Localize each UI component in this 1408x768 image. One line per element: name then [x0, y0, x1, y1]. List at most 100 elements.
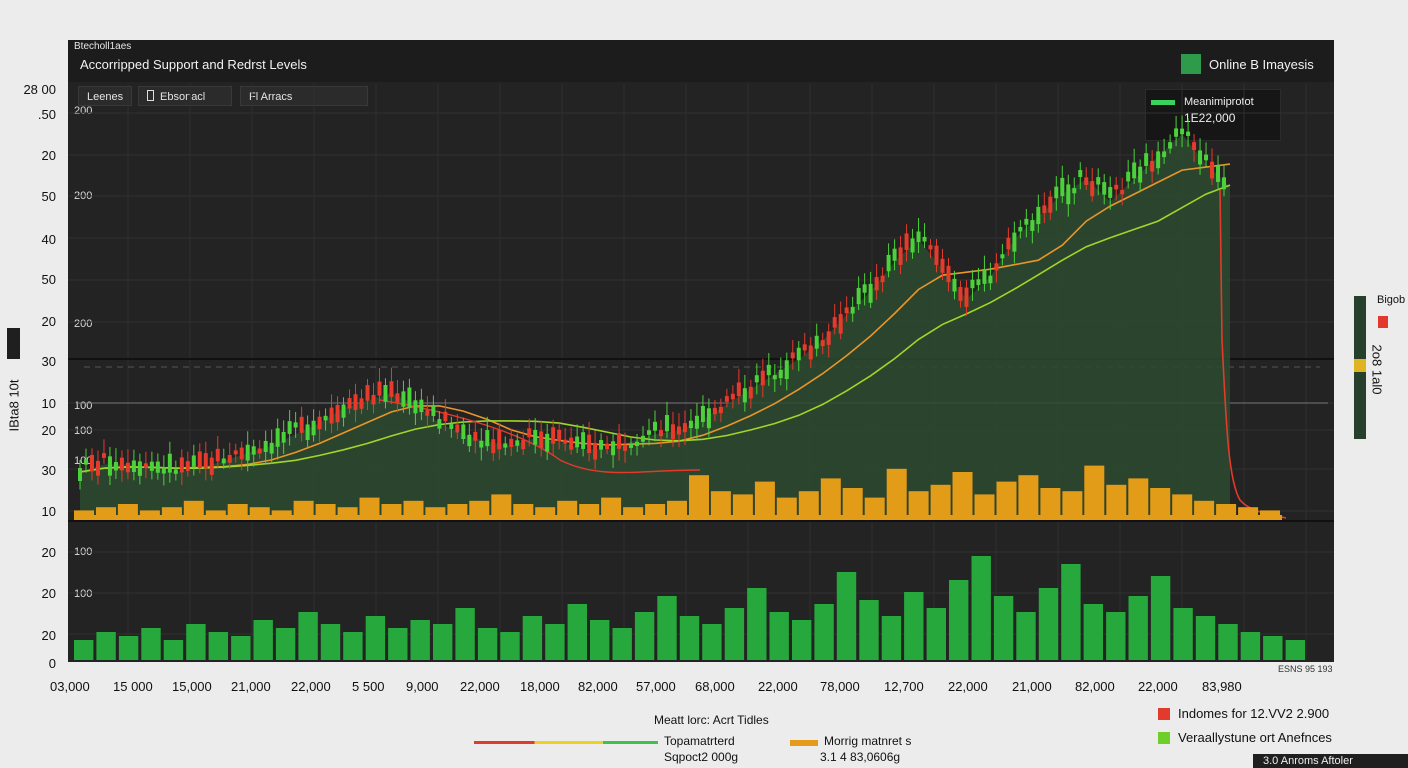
online-analysis-swatch [1181, 54, 1201, 74]
candle-body [443, 411, 448, 422]
volume-bar [1084, 465, 1105, 520]
candle-body [868, 283, 873, 303]
candle-body [1204, 154, 1209, 161]
volume-lower-bar [881, 616, 902, 660]
bottom-status-tab[interactable]: 3.0 Anroms Aftoler [1253, 754, 1408, 768]
candle-body [790, 352, 795, 359]
candle-body [395, 393, 400, 403]
candle-body [245, 444, 250, 461]
volume-lower-bar [971, 556, 991, 660]
tab-ebsonacl[interactable]: Ebsonacl [138, 86, 232, 106]
volume-bar [952, 472, 973, 520]
volume-lower-bar [1128, 596, 1148, 660]
volume-lower-bar [567, 604, 587, 660]
candle-body [712, 407, 717, 415]
y-label: 50 [41, 189, 56, 204]
tab-leenes[interactable]: Leenes [78, 86, 132, 106]
candle-body [778, 369, 783, 379]
y-label: 20 [41, 423, 56, 438]
volume-lower-bar [993, 596, 1014, 660]
candle-body [221, 458, 226, 464]
volume-lower-bar [410, 620, 430, 660]
volume-bar [601, 497, 622, 520]
inner-label: 100 [74, 588, 93, 600]
volume-lower-bar [74, 640, 94, 660]
candle-body [377, 381, 382, 396]
x-tick-label: 03,000 [50, 679, 90, 694]
candle-body [976, 279, 981, 286]
candle-body [1174, 128, 1179, 137]
volume-bar [1172, 494, 1193, 520]
volume-lower-bar [118, 636, 139, 660]
candle-body [736, 382, 741, 397]
candle-body [718, 406, 723, 414]
y-label: 20 [41, 148, 56, 163]
candle-body [611, 441, 616, 456]
candle-body [161, 467, 166, 474]
candle-body [982, 268, 987, 284]
x-tick-label: 15 000 [113, 679, 153, 694]
candle-body [125, 462, 130, 473]
volume-lower-bar [186, 624, 206, 660]
volume-lower-bar [1106, 612, 1126, 660]
candle-body [772, 375, 777, 380]
candle-body [587, 434, 592, 454]
legend-swatch-green [1158, 732, 1170, 744]
candle-body [898, 247, 903, 265]
volume-lower-bar [859, 600, 879, 660]
volume-lower-bar [1150, 576, 1171, 660]
volume-bar [798, 491, 819, 520]
volume-bar [864, 497, 885, 520]
y-label: 20 [41, 545, 56, 560]
y-label: 30 [41, 354, 56, 369]
candle-body [922, 236, 927, 242]
candle-body [814, 335, 819, 349]
candle-body [1102, 182, 1107, 195]
candle-body [700, 405, 705, 422]
volume-lower-bar [320, 624, 341, 660]
candle-body [946, 265, 951, 283]
candle-body [371, 394, 376, 405]
x-tick-label: 21,000 [231, 679, 271, 694]
x-tick-label: 22,000 [291, 679, 331, 694]
candle-body [461, 424, 466, 440]
candle-body [784, 360, 789, 380]
candle-body [227, 455, 232, 463]
volume-bar [820, 478, 841, 520]
candle-body [83, 459, 88, 465]
online-analysis-label[interactable]: Online B Imayesis [1209, 57, 1314, 72]
volume-bar [1018, 475, 1039, 520]
candle-body [107, 456, 112, 476]
left-scroll-handle[interactable] [7, 328, 20, 359]
candle-body [251, 446, 256, 455]
volume-lower-bar [1061, 564, 1081, 660]
candle-body [209, 457, 214, 475]
volume-lower-bar [365, 616, 386, 660]
candle-body [1024, 218, 1029, 225]
header-small-label: Btecholl1aes [74, 41, 132, 52]
candle-body [101, 453, 106, 458]
volume-lower-bar [949, 580, 969, 660]
right-legend-label: Indomes for 12.VV2 2.900 [1178, 706, 1330, 721]
candle-body [347, 398, 352, 409]
x-tick-label: 9,000 [406, 679, 439, 694]
candle-body [688, 420, 693, 429]
volume-lower-bar [1240, 632, 1261, 660]
tab-arracs[interactable]: Fl Arracs [240, 86, 368, 106]
volume-lower-bar [141, 628, 161, 660]
inner-label: 100 [74, 425, 93, 437]
candle-body [185, 461, 190, 471]
candle-body [1000, 254, 1005, 259]
chart-header [68, 40, 1334, 82]
candle-body [1150, 160, 1155, 172]
legend-label: Topamatrterd [664, 734, 735, 748]
x-tick-label: 82,000 [1075, 679, 1115, 694]
candle-body [527, 428, 532, 438]
candle-body [670, 424, 675, 440]
candle-body [353, 394, 358, 411]
volume-bar [908, 491, 929, 520]
legend-title: Meatt lorc: Acrt Tidles [654, 713, 769, 727]
x-corner-label: ESNS 95 193 [1278, 664, 1333, 674]
candle-body [425, 409, 430, 416]
candle-body [1012, 232, 1017, 252]
